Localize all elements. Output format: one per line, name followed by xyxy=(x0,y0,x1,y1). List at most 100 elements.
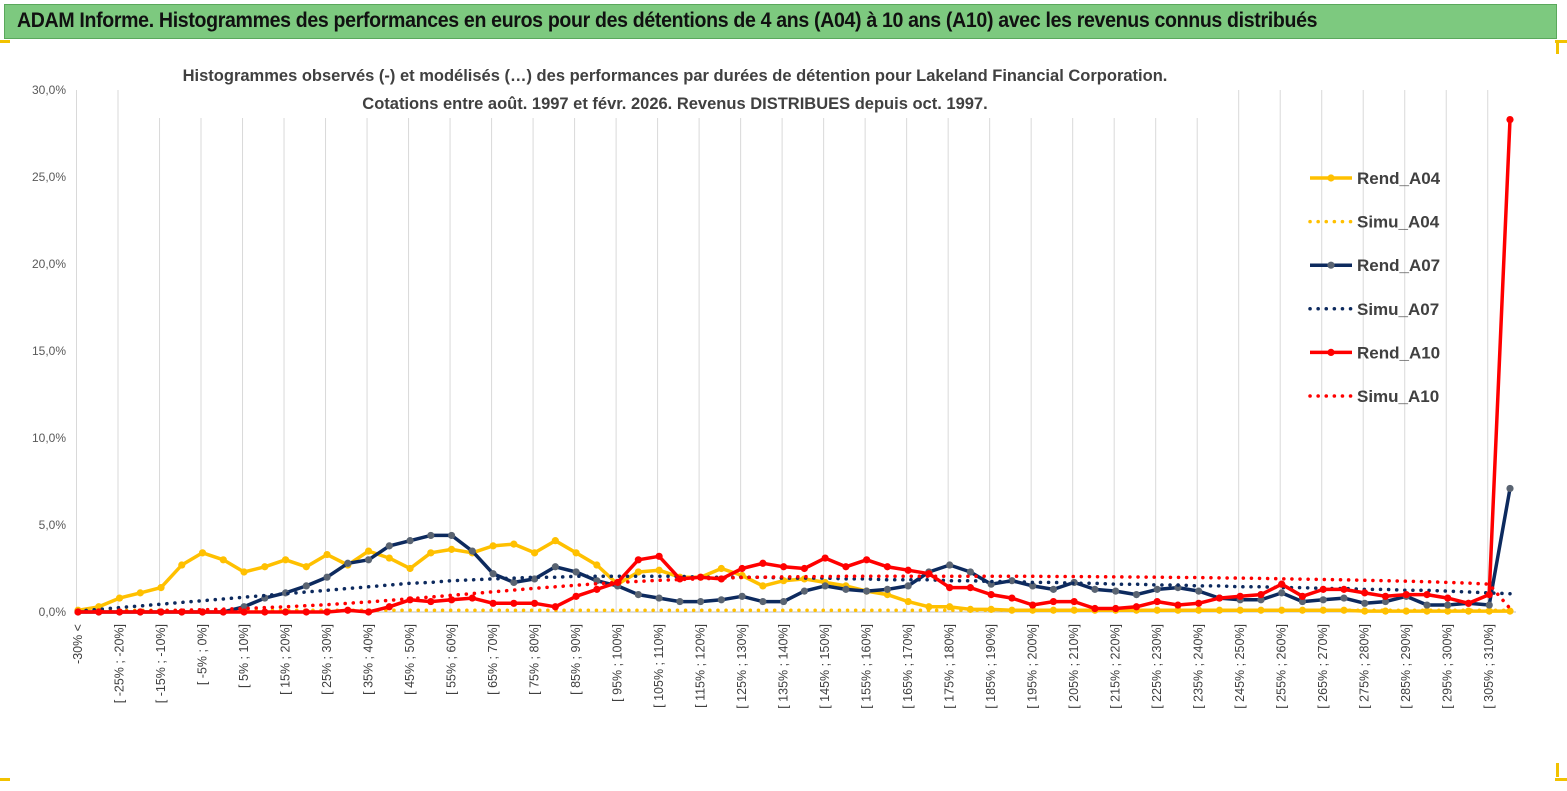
rend-a10-point xyxy=(1485,591,1493,599)
rend-a10-point xyxy=(1506,115,1514,124)
legend-label: Simu_A04 xyxy=(1357,213,1440,232)
rend-a04-point xyxy=(1319,606,1327,614)
y-tick-label: 10,0% xyxy=(32,431,66,445)
rend-a04-point xyxy=(1195,606,1203,614)
rend-a07-line xyxy=(78,488,1512,614)
y-tick-label: 15,0% xyxy=(32,344,66,358)
rend-a10-point xyxy=(842,563,850,571)
rend-a10-point xyxy=(1215,594,1224,602)
rend-a10-point xyxy=(1153,597,1161,606)
x-tick-label: [ 295% ; 300%] xyxy=(1441,624,1455,709)
rend-a07-point xyxy=(551,563,559,571)
rend-a04-point xyxy=(1153,606,1161,614)
rend-a10-point xyxy=(759,559,767,567)
rend-a07-point xyxy=(738,592,746,600)
x-tick-label: [ 175% ; 180%] xyxy=(943,624,957,709)
rend-a10-point xyxy=(1195,599,1203,607)
rend-a07-point xyxy=(1423,601,1431,609)
rend-a10-point xyxy=(1257,591,1265,599)
legend-label: Rend_A07 xyxy=(1357,256,1440,275)
rend-a07-point xyxy=(364,556,373,564)
rend-a10-point xyxy=(717,575,725,583)
frame-corner xyxy=(1555,778,1567,781)
rend-a07-point xyxy=(572,568,580,576)
rend-a04-point xyxy=(364,547,373,555)
rend-a10-point xyxy=(863,556,871,564)
rend-a10-point xyxy=(1361,589,1369,597)
rend-a10-point xyxy=(323,608,331,616)
rend-a10-point xyxy=(1381,592,1390,600)
rend-a04-point xyxy=(1049,606,1058,614)
rend-a04-point xyxy=(759,582,767,590)
rend-a07-point xyxy=(1008,577,1016,585)
rend-a07-point xyxy=(655,594,663,602)
frame-corner xyxy=(0,778,10,781)
x-tick-label: [ 155% ; 160%] xyxy=(860,624,874,709)
rend-a07-point xyxy=(842,585,850,593)
x-tick-label: [ 245% ; 250%] xyxy=(1233,624,1247,709)
rend-a07-point xyxy=(1049,585,1058,593)
rend-a07-point xyxy=(344,559,352,567)
rend-a10-point xyxy=(1402,591,1410,599)
rend-a10-point xyxy=(468,594,476,602)
rend-a04-point xyxy=(1423,607,1431,615)
rend-a07-point xyxy=(385,542,393,550)
x-tick-label: [ 125% ; 130%] xyxy=(735,624,749,709)
rend-a10-point xyxy=(1236,592,1244,600)
rend-a10-point xyxy=(1340,585,1348,593)
rend-a10-point xyxy=(1029,601,1037,609)
rend-a04-point xyxy=(385,554,393,562)
x-tick-label: [ 105% ; 110%] xyxy=(652,624,666,708)
rend-a04-point xyxy=(447,545,456,553)
rend-a07-point xyxy=(717,596,725,604)
x-tick-label: [ 165% ; 170%] xyxy=(901,624,915,709)
x-tick-label: -30% < xyxy=(71,624,85,664)
rend-a10-point xyxy=(302,608,310,616)
rend-a04-point xyxy=(717,564,725,573)
x-tick-label: [ 35% ; 40%] xyxy=(362,624,376,695)
x-tick-label: [ 45% ; 50%] xyxy=(403,624,417,695)
rend-a04-point xyxy=(946,603,954,611)
x-tick-label: [ 215% ; 220%] xyxy=(1109,624,1123,709)
chart-subtitle: Cotations entre août. 1997 et févr. 2026… xyxy=(362,95,987,113)
rend-a10-point xyxy=(1278,580,1286,588)
rend-a07-point xyxy=(946,561,954,569)
rend-a10-point xyxy=(780,563,788,571)
rend-a10-point xyxy=(572,592,580,600)
rend-a07-point xyxy=(1506,484,1514,493)
y-tick-label: 30,0% xyxy=(32,83,66,97)
x-tick-label: [ 95% ; 100%] xyxy=(611,624,625,702)
x-tick-label: [ 205% ; 210%] xyxy=(1067,624,1081,709)
legend-label: Simu_A07 xyxy=(1357,300,1439,319)
rend-a10-point xyxy=(447,596,456,604)
legend: Rend_A04 Simu_A04 Rend_A07 Simu_A07 Rend_A10… xyxy=(1308,169,1441,406)
rend-a10-point xyxy=(1070,597,1078,606)
x-tick-label: [ 15% ; 20%] xyxy=(279,624,293,695)
rend-a10-point xyxy=(676,575,684,583)
x-tick-labels: -30% < [ -25% ; -20%] [ -15% ; -10%] [ -5% … xyxy=(71,624,1496,709)
rend-a07-point xyxy=(1361,599,1369,607)
rend-a04-point xyxy=(1506,607,1514,615)
rend-a04-point xyxy=(198,549,207,557)
y-tick-label: 5,0% xyxy=(39,518,67,532)
rend-a07-point xyxy=(1340,594,1348,602)
rend-a04-point xyxy=(925,603,933,611)
rend-a07-point xyxy=(821,582,829,590)
x-tick-label: [ 285% ; 290%] xyxy=(1399,624,1413,709)
rend-a10-point xyxy=(95,608,103,616)
rend-a07-point xyxy=(1319,596,1327,604)
rend-a04-point xyxy=(406,564,414,573)
rend-a04-point xyxy=(572,549,580,557)
x-tick-label: [ 235% ; 240%] xyxy=(1192,624,1206,709)
rend-a04-point xyxy=(178,561,186,569)
legend-marker xyxy=(1327,261,1335,269)
rend-a04-point xyxy=(883,591,891,599)
rend-a07-point xyxy=(447,531,456,540)
rend-a10-point xyxy=(593,585,601,593)
simu-a10-line xyxy=(76,574,1512,614)
rend-a10-point xyxy=(385,603,393,611)
rend-a10-point xyxy=(1464,599,1473,607)
rend-a04-point xyxy=(489,542,497,550)
rend-a07-point xyxy=(1174,584,1182,592)
rend-a10-point xyxy=(1174,601,1182,609)
